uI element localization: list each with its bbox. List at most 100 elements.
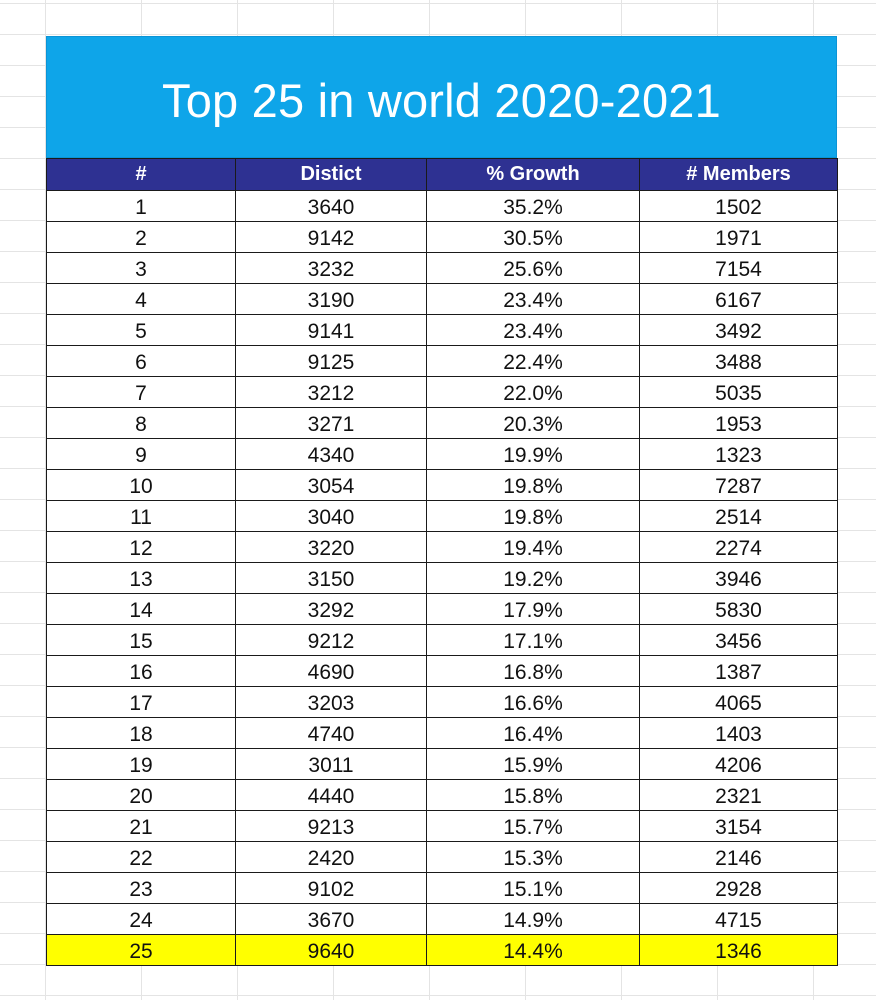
district-cell[interactable]: 9212: [235, 624, 427, 656]
members-cell[interactable]: 2146: [639, 841, 838, 873]
district-cell[interactable]: 3670: [235, 903, 427, 935]
growth-cell[interactable]: 23.4%: [426, 283, 640, 315]
rank-cell[interactable]: 10: [46, 469, 236, 501]
district-cell[interactable]: 9142: [235, 221, 427, 253]
members-cell[interactable]: 1323: [639, 438, 838, 470]
column-header-growth[interactable]: % Growth: [426, 158, 640, 191]
district-cell[interactable]: 3232: [235, 252, 427, 284]
rank-cell[interactable]: 14: [46, 593, 236, 625]
rank-cell[interactable]: 11: [46, 500, 236, 532]
growth-cell[interactable]: 14.9%: [426, 903, 640, 935]
members-cell[interactable]: 3492: [639, 314, 838, 346]
members-cell[interactable]: 5035: [639, 376, 838, 408]
growth-cell[interactable]: 16.4%: [426, 717, 640, 749]
growth-cell[interactable]: 17.9%: [426, 593, 640, 625]
rank-cell[interactable]: 18: [46, 717, 236, 749]
district-cell[interactable]: 3040: [235, 500, 427, 532]
members-cell[interactable]: 2274: [639, 531, 838, 563]
district-cell[interactable]: 9125: [235, 345, 427, 377]
district-cell[interactable]: 4340: [235, 438, 427, 470]
members-cell[interactable]: 2321: [639, 779, 838, 811]
growth-cell[interactable]: 15.9%: [426, 748, 640, 780]
members-cell[interactable]: 1953: [639, 407, 838, 439]
members-cell[interactable]: 3946: [639, 562, 838, 594]
district-cell[interactable]: 3150: [235, 562, 427, 594]
members-cell[interactable]: 1502: [639, 190, 838, 222]
rank-cell[interactable]: 25: [46, 934, 236, 966]
members-cell[interactable]: 5830: [639, 593, 838, 625]
growth-cell[interactable]: 19.8%: [426, 469, 640, 501]
district-cell[interactable]: 3271: [235, 407, 427, 439]
district-cell[interactable]: 3054: [235, 469, 427, 501]
rank-cell[interactable]: 20: [46, 779, 236, 811]
rank-cell[interactable]: 8: [46, 407, 236, 439]
rank-cell[interactable]: 6: [46, 345, 236, 377]
members-cell[interactable]: 3154: [639, 810, 838, 842]
district-cell[interactable]: 4740: [235, 717, 427, 749]
district-cell[interactable]: 3292: [235, 593, 427, 625]
members-cell[interactable]: 3456: [639, 624, 838, 656]
rank-cell[interactable]: 7: [46, 376, 236, 408]
members-cell[interactable]: 3488: [639, 345, 838, 377]
column-header-district[interactable]: Distict: [235, 158, 427, 191]
members-cell[interactable]: 2928: [639, 872, 838, 904]
column-header-rank[interactable]: #: [46, 158, 236, 191]
rank-cell[interactable]: 19: [46, 748, 236, 780]
rank-cell[interactable]: 13: [46, 562, 236, 594]
rank-cell[interactable]: 2: [46, 221, 236, 253]
members-cell[interactable]: 4715: [639, 903, 838, 935]
district-cell[interactable]: 3190: [235, 283, 427, 315]
growth-cell[interactable]: 25.6%: [426, 252, 640, 284]
members-cell[interactable]: 4065: [639, 686, 838, 718]
growth-cell[interactable]: 16.8%: [426, 655, 640, 687]
district-cell[interactable]: 9102: [235, 872, 427, 904]
district-cell[interactable]: 9213: [235, 810, 427, 842]
growth-cell[interactable]: 22.4%: [426, 345, 640, 377]
rank-cell[interactable]: 4: [46, 283, 236, 315]
district-cell[interactable]: 2420: [235, 841, 427, 873]
growth-cell[interactable]: 15.7%: [426, 810, 640, 842]
district-cell[interactable]: 3220: [235, 531, 427, 563]
district-cell[interactable]: 4440: [235, 779, 427, 811]
rank-cell[interactable]: 21: [46, 810, 236, 842]
rank-cell[interactable]: 12: [46, 531, 236, 563]
growth-cell[interactable]: 22.0%: [426, 376, 640, 408]
growth-cell[interactable]: 19.2%: [426, 562, 640, 594]
district-cell[interactable]: 3640: [235, 190, 427, 222]
district-cell[interactable]: 3203: [235, 686, 427, 718]
rank-cell[interactable]: 9: [46, 438, 236, 470]
growth-cell[interactable]: 15.1%: [426, 872, 640, 904]
growth-cell[interactable]: 19.9%: [426, 438, 640, 470]
growth-cell[interactable]: 23.4%: [426, 314, 640, 346]
rank-cell[interactable]: 16: [46, 655, 236, 687]
rank-cell[interactable]: 5: [46, 314, 236, 346]
growth-cell[interactable]: 15.3%: [426, 841, 640, 873]
growth-cell[interactable]: 17.1%: [426, 624, 640, 656]
district-cell[interactable]: 9141: [235, 314, 427, 346]
growth-cell[interactable]: 16.6%: [426, 686, 640, 718]
rank-cell[interactable]: 24: [46, 903, 236, 935]
growth-cell[interactable]: 35.2%: [426, 190, 640, 222]
rank-cell[interactable]: 22: [46, 841, 236, 873]
growth-cell[interactable]: 30.5%: [426, 221, 640, 253]
district-cell[interactable]: 9640: [235, 934, 427, 966]
members-cell[interactable]: 1403: [639, 717, 838, 749]
rank-cell[interactable]: 23: [46, 872, 236, 904]
growth-cell[interactable]: 15.8%: [426, 779, 640, 811]
rank-cell[interactable]: 1: [46, 190, 236, 222]
growth-cell[interactable]: 19.4%: [426, 531, 640, 563]
members-cell[interactable]: 1971: [639, 221, 838, 253]
district-cell[interactable]: 3011: [235, 748, 427, 780]
members-cell[interactable]: 4206: [639, 748, 838, 780]
members-cell[interactable]: 7287: [639, 469, 838, 501]
members-cell[interactable]: 2514: [639, 500, 838, 532]
district-cell[interactable]: 4690: [235, 655, 427, 687]
growth-cell[interactable]: 14.4%: [426, 934, 640, 966]
growth-cell[interactable]: 20.3%: [426, 407, 640, 439]
members-cell[interactable]: 1387: [639, 655, 838, 687]
rank-cell[interactable]: 3: [46, 252, 236, 284]
growth-cell[interactable]: 19.8%: [426, 500, 640, 532]
members-cell[interactable]: 7154: [639, 252, 838, 284]
rank-cell[interactable]: 17: [46, 686, 236, 718]
members-cell[interactable]: 1346: [639, 934, 838, 966]
